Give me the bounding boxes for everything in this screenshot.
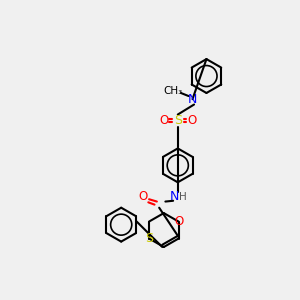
Text: S: S xyxy=(174,114,182,127)
Text: N: N xyxy=(188,93,197,106)
Text: O: O xyxy=(187,114,196,127)
Text: N: N xyxy=(170,190,179,203)
Text: CH₃: CH₃ xyxy=(164,86,183,96)
Text: S: S xyxy=(145,232,153,245)
Text: O: O xyxy=(159,114,169,127)
Text: O: O xyxy=(174,215,183,228)
Text: H: H xyxy=(178,192,186,202)
Text: O: O xyxy=(138,190,148,203)
